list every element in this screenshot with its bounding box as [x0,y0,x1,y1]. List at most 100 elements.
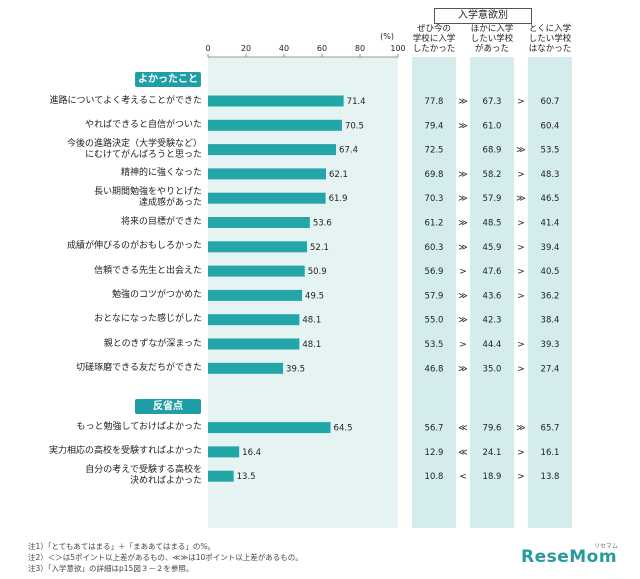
row-label-line: 実力相応の高校を受験すればよかった [48,446,202,457]
column-value: 10.8 [425,472,444,482]
comparison-symbol: ≪ [458,424,467,434]
bar-value-label: 71.4 [347,97,366,107]
row-label: 親とのきずなが深まった [10,339,202,350]
row-label: 勉強のコツがつかめた [10,290,202,301]
column-header-3: とくに入学 したい学校 はなかった [524,24,576,54]
footnote-1: 注1）「とてもあてはまる」＋「まああてはまる」の%。 [28,542,215,551]
comparison-symbol: ≫ [458,291,467,301]
comparison-symbol: > [517,448,525,458]
bar-value-label: 48.1 [302,340,321,350]
x-tick-label: 60 [317,44,327,53]
row-label-line: 自分の考えで受験する高校を [85,465,202,476]
column-value: 72.5 [425,146,444,156]
x-tick-label: 100 [390,44,405,53]
row-label: 精神的に強くなった [10,168,202,179]
comparison-symbol: > [459,267,467,277]
column-value: 67.3 [483,97,502,107]
x-tick-label: 40 [279,44,289,53]
comparison-symbol: > [517,267,525,277]
column-value: 53.5 [425,340,444,350]
column-value: 55.0 [425,316,444,326]
bar-value-label: 64.5 [334,424,353,434]
row-label-line: もっと勉強しておけばよかった [76,422,202,433]
comparison-symbol: > [459,340,467,350]
bar-value-label: 39.5 [286,364,305,374]
section-badge-1: よかったこと [135,72,201,87]
comparison-symbol: ≫ [458,364,467,374]
row-label-line: 将来の目標ができた [120,217,202,227]
column-header-2: ほかに入学 したい学校 があった [466,24,518,54]
bar [208,192,326,204]
comparison-symbol: ≫ [458,316,467,326]
column-value: 46.5 [541,194,560,204]
footnote-3: 注3）「入学意欲」の詳細はp15図３－２を参照。 [28,564,194,573]
group-header: 入学意欲別 [434,8,532,24]
comparison-symbol: > [517,243,525,253]
bar [208,144,337,156]
comparison-symbol: ≫ [458,219,467,229]
column-value: 39.4 [541,243,560,253]
row-label: やればできると自信がついた [10,120,202,131]
bar [208,422,331,434]
row-label-line: 勉強のコツがつかめた [111,289,202,300]
row-label-line: 進路についてよく考えることができた [49,95,202,106]
row-label-line: 成績が伸びるのがおもしろかった [66,241,202,252]
comparison-symbol: > [517,219,525,229]
column-value: 38.4 [541,316,560,326]
bar-value-label: 61.9 [329,194,348,204]
column-header-line: ぜひ今の [416,24,451,34]
bar-value-label: 49.5 [305,291,324,301]
column-header-line: ほかに入学 [470,24,514,34]
comparison-symbol: ≫ [458,97,467,107]
column-header-line: したい学校 [528,34,572,44]
row-label: 成績が伸びるのがおもしろかった [10,241,202,252]
column-value: 79.6 [483,424,502,434]
column-value: 48.3 [541,170,560,180]
bar [208,470,234,482]
bar [208,241,307,253]
comparison-symbol: ≫ [458,121,467,131]
column-value: 16.1 [541,448,560,458]
bar [208,265,305,277]
bar-value-label: 70.5 [345,121,364,131]
column-value: 39.3 [541,340,560,350]
row-label: 切磋琢磨できる友だちができた [10,363,202,374]
row-label-line: 決めればよかった [129,476,202,487]
bar-value-label: 48.1 [302,316,321,326]
column-value: 42.3 [483,316,502,326]
column-value: 68.9 [483,146,502,156]
column-value: 53.5 [541,146,560,156]
column-value: 60.3 [425,243,444,253]
x-tick-label: 20 [241,44,251,53]
column-header-1: ぜひ今の 学校に入学 したかった [408,24,460,54]
comparison-symbol: > [517,340,525,350]
column-header-line: はなかった [528,44,572,54]
column-value: 13.8 [541,472,560,482]
column-value: 43.6 [483,291,502,301]
comparison-symbol: ≫ [458,194,467,204]
column-header-line: 学校に入学 [412,34,456,44]
resemom-logo: ReseMom [521,547,618,567]
row-label: 自分の考えで受験する高校を 決めればよかった [10,465,202,487]
row-label: 信頼できる先生と出会えた [10,266,202,277]
comparison-symbol: > [517,364,525,374]
column-value: 60.4 [541,121,560,131]
column-value: 58.2 [483,170,502,180]
row-label-line: 今後の進路決定（大学受験など） [66,138,202,149]
x-tick-label: 80 [355,44,365,53]
column-value: 70.3 [425,194,444,204]
column-value: 41.4 [541,219,560,229]
column-background-1 [412,57,456,528]
bar [208,95,344,107]
comparison-symbol: ≪ [458,448,467,458]
resemom-logo-sub: リセマム [594,543,619,550]
section-badge-2: 反省点 [135,398,201,414]
column-header-line: したい学校 [470,34,514,44]
comparison-symbol: ≫ [516,194,525,204]
comparison-symbol: ≫ [458,243,467,253]
bar-value-label: 16.4 [242,448,261,458]
bar [208,289,303,301]
row-label-line: 達成感があった [138,198,202,209]
comparison-symbol: ≫ [516,424,525,434]
